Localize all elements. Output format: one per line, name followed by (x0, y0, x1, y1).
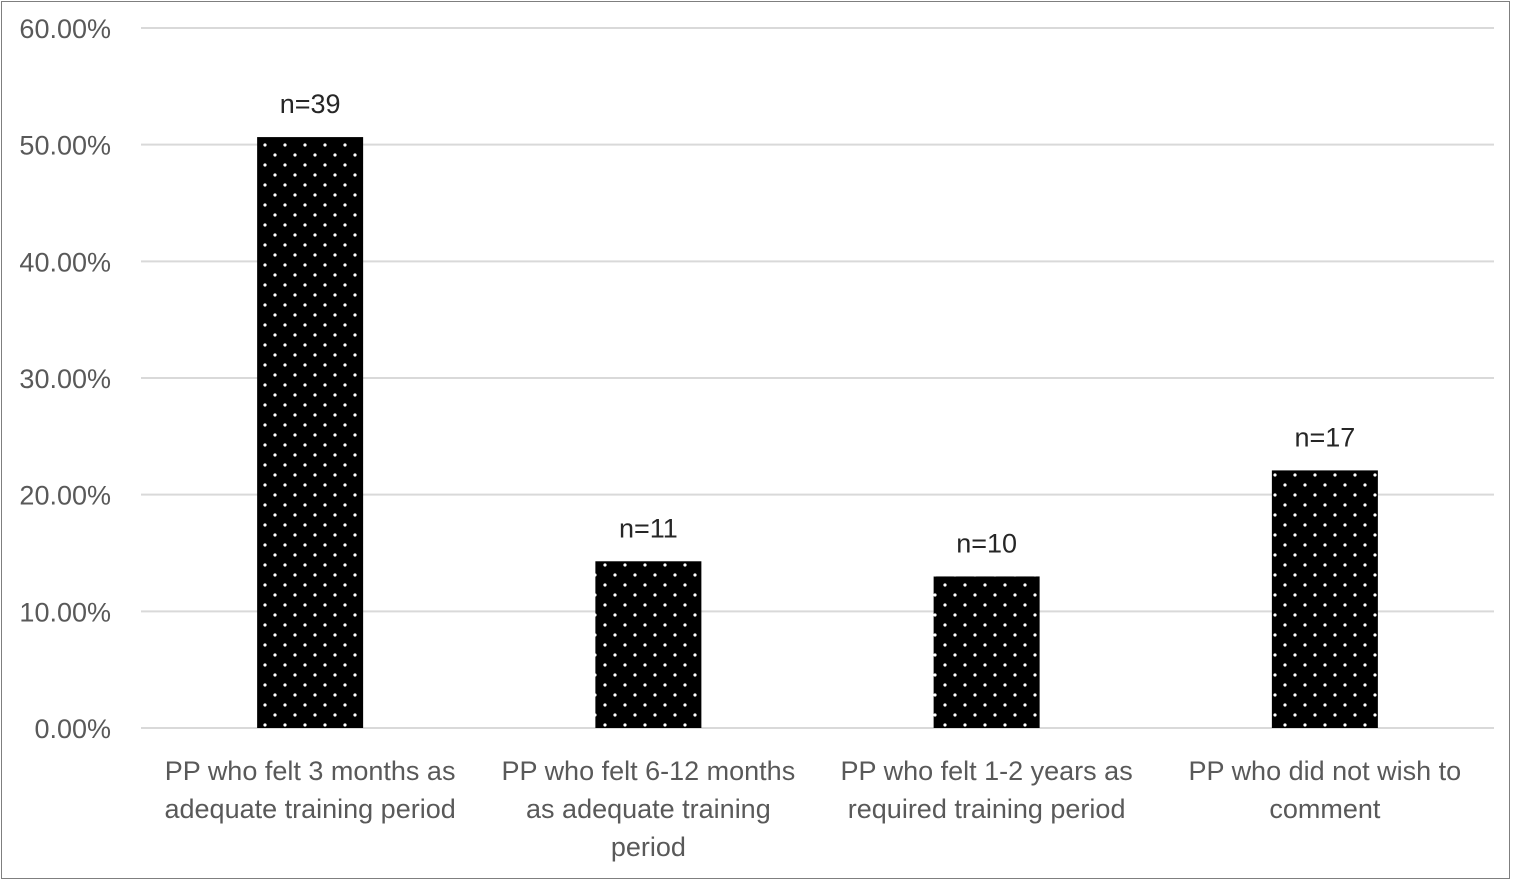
y-tick-label: 20.00% (19, 481, 111, 511)
category-label-line: PP who felt 6-12 months (502, 756, 796, 786)
y-tick-label: 60.00% (19, 14, 111, 44)
y-axis-tick-labels: 0.00% 10.00% 20.00% 30.00% 40.00% 50.00% 60.00… (19, 14, 111, 744)
bar (257, 137, 364, 729)
category-label-line: comment (1269, 794, 1381, 824)
category-label: PP who did not wish to comment (1189, 756, 1462, 824)
bar (595, 561, 702, 728)
category-label-line: PP who felt 1-2 years as (841, 756, 1133, 786)
y-tick-label: 0.00% (34, 714, 111, 744)
y-tick-label: 30.00% (19, 364, 111, 394)
x-axis-category-labels: PP who felt 3 months as adequate training… (165, 756, 1462, 862)
category-label: PP who felt 1-2 years as required trainin… (841, 756, 1133, 824)
y-tick-label: 10.00% (19, 597, 111, 627)
data-label: n=39 (280, 89, 341, 119)
data-label: n=10 (956, 528, 1017, 558)
y-tick-label: 40.00% (19, 247, 111, 277)
data-labels: n=39 n=11 n=10 n=17 (280, 89, 1356, 558)
category-label: PP who felt 6-12 months as adequate train… (502, 756, 796, 862)
gridlines (141, 27, 1494, 729)
category-label-line: PP who felt 3 months as (165, 756, 456, 786)
bars (257, 137, 1378, 729)
y-tick-label: 50.00% (19, 131, 111, 161)
category-label-line: as adequate training (526, 794, 771, 824)
category-label: PP who felt 3 months as adequate training… (165, 756, 456, 824)
category-label-line: period (611, 832, 686, 862)
bar (1271, 470, 1378, 728)
category-label-line: PP who did not wish to (1189, 756, 1462, 786)
data-label: n=17 (1294, 422, 1355, 452)
data-label: n=11 (619, 513, 678, 543)
bar (933, 576, 1040, 728)
category-label-line: adequate training period (165, 794, 456, 824)
category-label-line: required training period (848, 794, 1126, 824)
